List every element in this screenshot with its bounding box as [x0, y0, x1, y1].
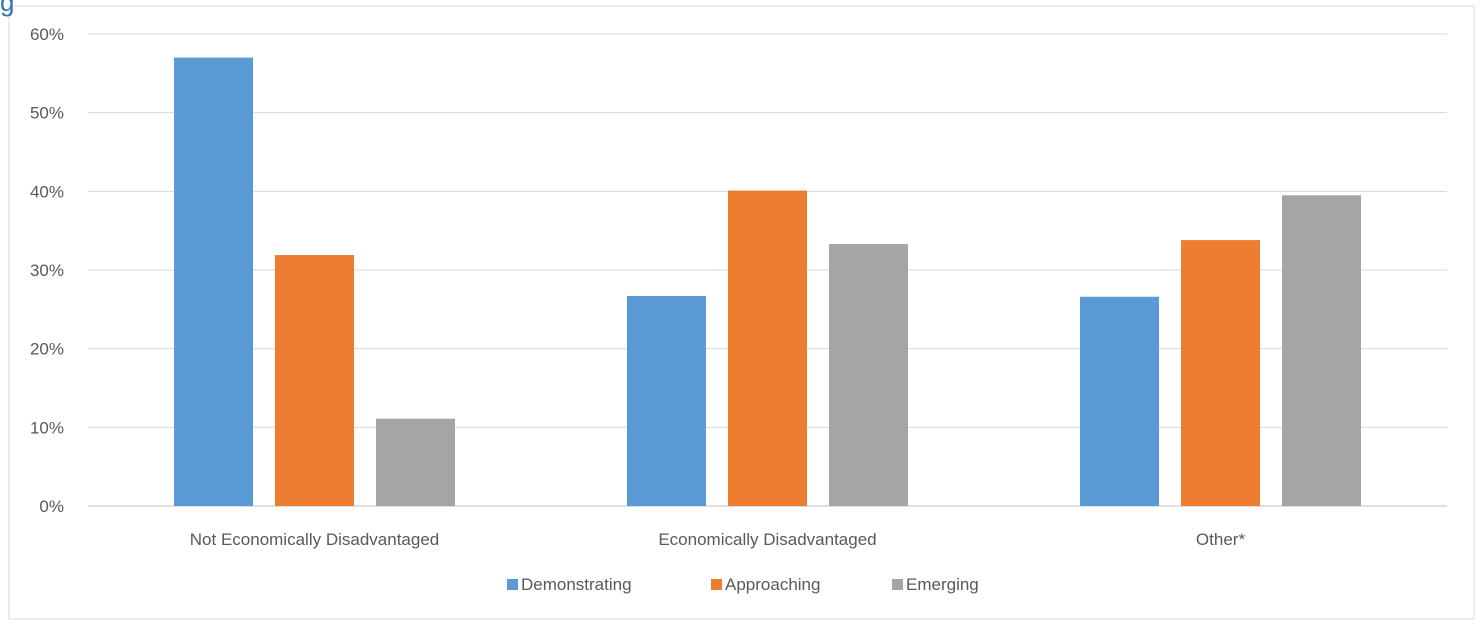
- y-tick-label: 20%: [30, 340, 64, 359]
- legend-swatch-emerging: [892, 579, 903, 590]
- legend-label-demonstrating: Demonstrating: [521, 575, 632, 594]
- x-axis-category-labels: Not Economically Disadvantaged Economical…: [190, 530, 1246, 549]
- legend-swatch-approaching: [711, 579, 722, 590]
- x-category-label: Other*: [1196, 530, 1246, 549]
- x-category-label: Not Economically Disadvantaged: [190, 530, 439, 549]
- bar-demonstrating: [1080, 296, 1159, 506]
- legend-swatch-demonstrating: [507, 579, 518, 590]
- y-tick-label: 0%: [39, 497, 64, 516]
- y-tick-label: 50%: [30, 104, 64, 123]
- bar-approaching: [275, 255, 354, 506]
- y-tick-label: 30%: [30, 261, 64, 280]
- bar-emerging: [376, 418, 455, 506]
- chart-title: g: [0, 0, 15, 17]
- y-tick-label: 40%: [30, 182, 64, 201]
- legend: Demonstrating Approaching Emerging: [507, 575, 979, 594]
- y-tick-label: 10%: [30, 418, 64, 437]
- y-axis-tick-labels: 0% 10% 20% 30% 40% 50% 60%: [30, 25, 64, 516]
- bar-approaching: [1181, 240, 1260, 506]
- legend-label-approaching: Approaching: [725, 575, 820, 594]
- bar-approaching: [728, 190, 807, 506]
- bar-emerging: [1282, 195, 1361, 506]
- x-category-label: Economically Disadvantaged: [658, 530, 876, 549]
- bars: [174, 57, 1361, 507]
- chart-border: [8, 5, 1475, 620]
- bar-emerging: [829, 244, 908, 507]
- y-tick-label: 60%: [30, 25, 64, 44]
- bar-demonstrating: [174, 57, 253, 506]
- bar-demonstrating: [627, 295, 706, 506]
- legend-label-emerging: Emerging: [906, 575, 979, 594]
